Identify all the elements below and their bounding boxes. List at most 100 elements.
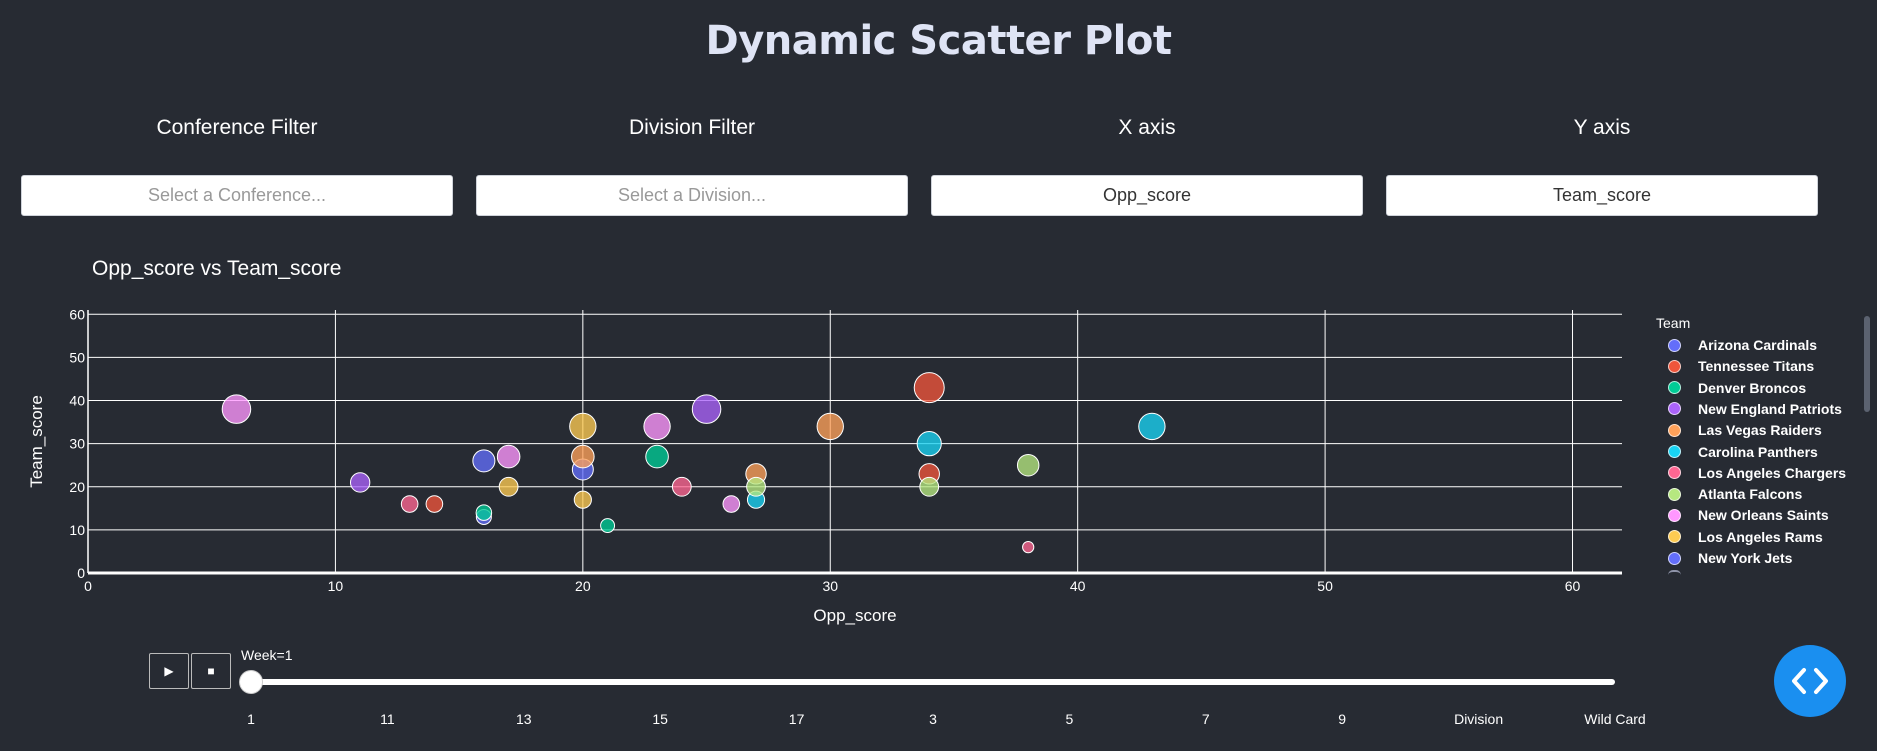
slider-tick-label[interactable]: 17 [788, 711, 805, 727]
data-point[interactable] [573, 490, 592, 509]
legend-item[interactable]: Arizona Cardinals [1668, 335, 1817, 355]
legend-label: Tennessee Titans [1698, 358, 1815, 375]
code-toggle-button[interactable] [1774, 645, 1846, 717]
play-button[interactable]: ▶ [149, 653, 189, 689]
conference-filter-dropdown[interactable]: Select a Conference... [21, 175, 453, 216]
conference-filter-label: Conference Filter [156, 116, 318, 139]
data-point[interactable] [913, 372, 945, 404]
legend-item[interactable]: Denver Broncos [1668, 378, 1806, 398]
data-point[interactable] [1138, 412, 1166, 441]
data-point[interactable] [475, 504, 493, 521]
x-axis-dropdown[interactable]: Opp_score [931, 175, 1363, 216]
legend-item[interactable]: Las Vegas Raiders [1668, 420, 1822, 440]
data-point[interactable] [221, 394, 252, 424]
legend-title: Team [1656, 315, 1691, 331]
legend-label: Atlanta Falcons [1698, 486, 1803, 503]
data-point[interactable] [916, 431, 942, 457]
data-point[interactable] [571, 444, 595, 469]
y-tick-label: 50 [69, 349, 85, 365]
legend-label: Los Angeles Chargers [1698, 464, 1847, 481]
legend-item[interactable]: Los Angeles Chargers [1668, 463, 1846, 483]
legend-label: New York Jets [1698, 550, 1793, 566]
slider-tick-label[interactable]: 3 [929, 711, 937, 727]
legend-item[interactable]: New York Jets [1668, 548, 1792, 568]
x-tick-label: 30 [822, 578, 838, 594]
slider-tick-label[interactable]: 11 [380, 711, 395, 727]
legend-swatch [1668, 381, 1681, 395]
legend-label: New England Patriots [1698, 400, 1842, 417]
slider-tick-label[interactable]: Wild Card [1584, 711, 1646, 727]
slider-tick-label[interactable]: 1 [247, 711, 255, 727]
legend-swatch [1668, 466, 1681, 480]
data-point[interactable] [816, 412, 844, 441]
data-point[interactable] [1016, 453, 1040, 477]
legend-item[interactable]: Tennessee Titans [1668, 356, 1814, 376]
legend-swatch [1668, 487, 1681, 501]
legend-label: Las Vegas Raiders [1698, 422, 1822, 439]
y-axis-selected-value: Team_score [1552, 185, 1652, 205]
data-point[interactable] [472, 449, 496, 473]
data-point[interactable] [349, 472, 371, 493]
division-filter-label: Division Filter [628, 116, 756, 139]
division-filter-placeholder: Select a Division... [617, 185, 767, 205]
slider-tick-label[interactable]: 7 [1201, 711, 1210, 727]
slider-tick-label[interactable]: 5 [1065, 711, 1074, 727]
data-point[interactable] [496, 444, 521, 469]
legend-scrollbar[interactable] [1864, 316, 1870, 412]
x-tick-label: 20 [575, 578, 591, 594]
plot-title: Opp_score vs Team_score [92, 257, 342, 280]
division-filter-dropdown[interactable]: Select a Division... [476, 175, 908, 216]
legend-item[interactable]: Atlanta Falcons [1668, 484, 1802, 504]
week-slider-handle[interactable] [240, 671, 262, 693]
x-tick-label: 50 [1317, 578, 1333, 594]
legend-swatch [1668, 359, 1681, 373]
y-tick-label: 0 [77, 565, 85, 581]
slider-tick-label[interactable]: 15 [652, 711, 668, 727]
y-axis-dropdown[interactable]: Team_score [1386, 175, 1818, 216]
legend-label: Arizona Cardinals [1698, 337, 1818, 353]
data-point[interactable] [600, 518, 616, 534]
week-slider-track[interactable] [251, 679, 1615, 685]
code-icon [1792, 668, 1828, 694]
y-tick-label: 30 [69, 436, 85, 452]
legend-swatch [1668, 423, 1681, 437]
y-tick-label: 20 [69, 479, 85, 495]
data-point[interactable] [671, 476, 692, 497]
data-point[interactable] [691, 394, 722, 424]
data-point[interactable] [425, 495, 444, 513]
scatter-plot[interactable]: 0 10 20 30 40 50 60 0 10 20 30 40 50 60 Opp_score Team_… [0, 290, 1640, 630]
legend-swatch [1668, 530, 1681, 544]
legend-label: Denver Broncos [1698, 379, 1807, 396]
y-tick-label: 10 [69, 522, 85, 538]
data-point[interactable] [1022, 541, 1035, 554]
stop-button[interactable]: ■ [191, 653, 231, 689]
slider-tick-label[interactable]: 9 [1338, 711, 1347, 727]
legend-swatch [1668, 445, 1681, 458]
data-point[interactable] [569, 412, 597, 441]
legend-overflow-indicator [1668, 570, 1681, 575]
x-tick-label: 60 [1565, 578, 1581, 594]
y-axis-title: Team_score [27, 395, 46, 488]
data-point[interactable] [400, 495, 419, 513]
data-point[interactable] [645, 444, 669, 469]
data-point[interactable] [746, 476, 766, 497]
slider-tick-label[interactable]: 13 [516, 711, 532, 727]
legend-label: Carolina Panthers [1698, 443, 1818, 460]
legend-swatch [1668, 402, 1681, 416]
data-point[interactable] [643, 412, 671, 441]
y-tick-label: 60 [69, 306, 85, 322]
legend-swatch [1668, 551, 1681, 565]
legend-item[interactable]: New Orleans Saints [1668, 505, 1829, 525]
play-icon: ▶ [164, 664, 174, 678]
x-tick-label: 0 [84, 578, 92, 594]
y-tick-label: 40 [69, 393, 85, 409]
slider-tick-label[interactable]: Division [1454, 711, 1504, 727]
data-point[interactable] [722, 495, 741, 513]
legend-item[interactable]: New England Patriots [1668, 399, 1842, 419]
y-axis-label: Y axis [1573, 116, 1631, 139]
data-point[interactable] [919, 476, 940, 497]
data-point[interactable] [498, 476, 519, 497]
legend-item[interactable]: Carolina Panthers [1668, 442, 1818, 462]
legend-item[interactable]: Los Angeles Rams [1668, 527, 1823, 547]
legend-label: Los Angeles Rams [1698, 528, 1823, 545]
